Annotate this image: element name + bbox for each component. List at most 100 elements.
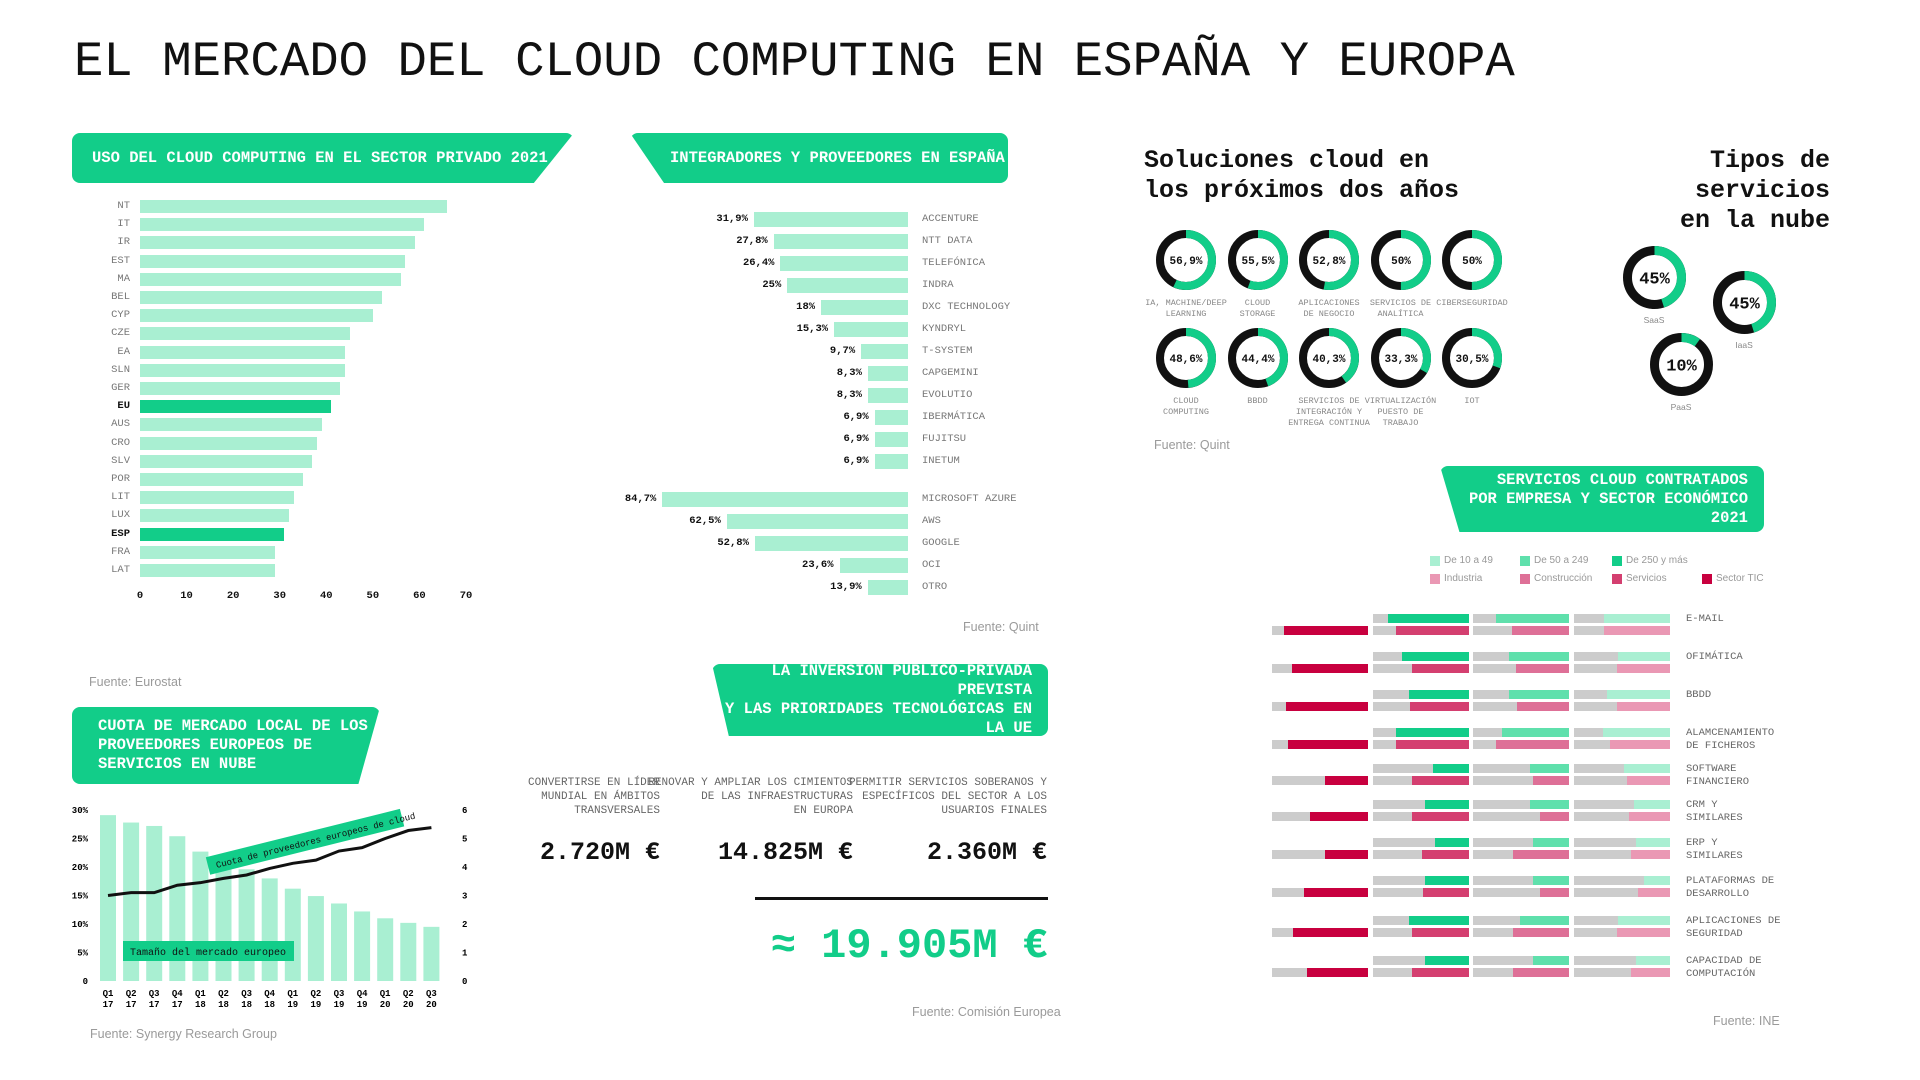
bar-fill (1513, 928, 1569, 937)
service-types-title: Tipos de servicios en la nube (1679, 146, 1830, 235)
bar-fill (1412, 776, 1469, 785)
bar (867, 366, 908, 381)
bar-fill (1306, 968, 1368, 977)
bar-label: CZE (111, 327, 130, 340)
bar-fill (1513, 850, 1569, 859)
bar-fill (1606, 690, 1670, 699)
bar-value-label: 84,7% (624, 493, 657, 505)
bar-value-label: 8,3% (836, 389, 862, 401)
bar-fill (1396, 626, 1469, 635)
bar (284, 888, 301, 981)
page-title: EL MERCADO DEL CLOUD COMPUTING EN ESPAÑA… (74, 34, 1515, 90)
x-tick-q: Q3 (149, 989, 160, 999)
legend-label: De 250 y más (1626, 555, 1688, 566)
bar-fill (1512, 626, 1569, 635)
x-tick-label: 30 (273, 590, 286, 602)
bar (140, 363, 345, 377)
bar (140, 309, 373, 323)
bar-value-label: 8,3% (836, 367, 862, 379)
y-right-tick: 4 (462, 863, 468, 873)
bar-label: SLN (111, 363, 130, 376)
legend-swatch (1430, 556, 1440, 566)
bar (307, 896, 324, 981)
bar-track (1473, 888, 1569, 897)
bar-fill (1529, 764, 1569, 773)
investment-divider (755, 897, 1048, 900)
bar-value-label: 31,9% (716, 213, 748, 225)
bar-category-label: OCI (922, 559, 941, 571)
investment-item-label: CONVERTIRSE EN LÍDER MUNDIAL EN ÁMBITOS … (527, 777, 660, 817)
donut-label: IOT (1464, 396, 1480, 406)
donut-value: 56,9% (1169, 256, 1202, 268)
donut-arc (1442, 328, 1502, 388)
bar-label: AUS (111, 418, 130, 431)
bar-label: NT (117, 200, 130, 212)
bar-fill (1618, 916, 1670, 925)
bar-fill (1628, 812, 1670, 821)
bar-fill (1532, 876, 1569, 885)
x-tick-q: Q2 (310, 989, 321, 999)
bar-value-label: 25% (762, 279, 782, 291)
x-tick-label: 70 (459, 590, 473, 602)
bar-fill (1412, 812, 1469, 821)
bar-track (1373, 888, 1469, 897)
bar-track (1373, 838, 1469, 847)
bar-label: ESP (111, 527, 130, 540)
bar-fill (1424, 876, 1469, 885)
solution-donut: 56,9% (1156, 230, 1216, 290)
legend-swatch (1612, 574, 1622, 584)
category-label: BBDD (1686, 689, 1712, 701)
bar-value-label: 52,8% (717, 537, 749, 549)
bar-fill (1644, 876, 1670, 885)
y-right-tick: 2 (462, 920, 467, 930)
donut-label: IaaS (1735, 340, 1753, 350)
donut-arc (1712, 270, 1776, 334)
donut-arc (1227, 230, 1288, 290)
solution-donut: 30,5% (1442, 328, 1502, 388)
bar-fill (1410, 702, 1469, 711)
bar (834, 322, 908, 337)
solution-donut: 44,4% (1227, 328, 1288, 388)
usage-chart-source: Fuente: Eurostat (89, 675, 182, 689)
bar (754, 536, 908, 551)
category-label: E-MAIL (1686, 613, 1724, 625)
donut-label: CLOUD STORAGE (1239, 298, 1276, 319)
bar-value-label: 27,8% (736, 235, 768, 247)
bar-fill (1292, 664, 1368, 673)
bar-fill (1286, 702, 1368, 711)
bar (140, 218, 425, 232)
x-tick-q: Q4 (357, 989, 368, 999)
y-right-tick: 1 (462, 949, 468, 959)
x-tick-q: Q3 (334, 989, 345, 999)
bar (867, 388, 908, 403)
x-tick-year: 20 (380, 1000, 391, 1010)
bar (821, 300, 908, 315)
bar-fill (1617, 928, 1670, 937)
bar-label: CRO (111, 436, 130, 449)
bar (861, 344, 908, 359)
bar-track (1574, 888, 1670, 897)
bar (140, 272, 401, 286)
donut-arc (1227, 328, 1288, 388)
legend-swatch (1520, 556, 1530, 566)
bar-fill (1435, 838, 1469, 847)
bar (874, 410, 908, 425)
bar-label: EST (111, 254, 130, 267)
donut-label: CIBERSEGURIDAD (1436, 298, 1508, 308)
x-tick-q: Q3 (241, 989, 252, 999)
bar (140, 291, 383, 304)
x-tick-year: 17 (149, 1000, 160, 1010)
bar-category-label: MICROSOFT AZURE (922, 493, 1017, 505)
bar-label: BEL (111, 291, 130, 303)
bar (140, 527, 285, 541)
investment-source: Fuente: Comisión Europea (912, 1005, 1061, 1019)
bar (140, 327, 350, 341)
bar-fill (1303, 888, 1368, 897)
y-right-tick: 6 (462, 806, 467, 816)
bar-category-label: OTRO (922, 581, 948, 593)
bar (140, 564, 276, 577)
solution-donut: 50% (1442, 230, 1502, 290)
bar-series-annotation-text: Tamaño del mercado europeo (130, 947, 286, 959)
category-label: OFIMÁTICA (1686, 651, 1743, 663)
donut-value: 10% (1666, 357, 1697, 376)
